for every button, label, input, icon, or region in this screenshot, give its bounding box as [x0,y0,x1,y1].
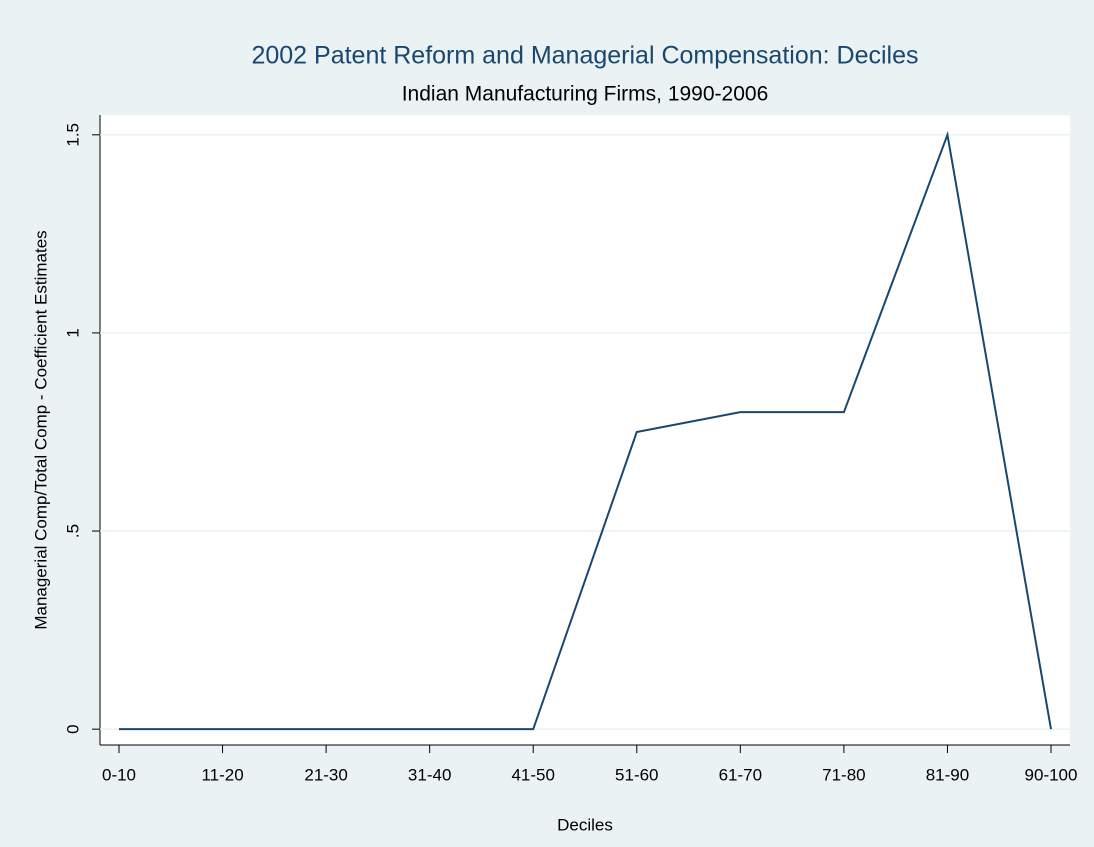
x-tick-label: 51-60 [615,765,658,784]
plot-area [100,115,1070,745]
x-tick-label: 0-10 [102,765,136,784]
x-tick-label: 41-50 [511,765,554,784]
line [119,131,1052,731]
y-tick-label: .5 [63,524,82,538]
x-tick-label: 81-90 [926,765,969,784]
x-tick-label: 31-40 [408,765,451,784]
chart-subtitle: Indian Manufacturing Firms, 1990-2006 [402,83,769,106]
x-tick-label: 71-80 [822,765,865,784]
x-tick-label: 21-30 [304,765,347,784]
x-axis-label: Deciles [557,815,613,834]
y-axis-label: Managerial Comp/Total Comp - Coefficient… [31,230,50,629]
x-tick-label: 61-70 [719,765,762,784]
x-tick-label: 90-100 [1025,765,1078,784]
chart-title: 2002 Patent Reform and Managerial Compen… [251,42,918,70]
y-tick-label: 0 [63,724,82,733]
y-tick-label: 1 [63,328,82,337]
x-tick-label: 11-20 [201,765,243,784]
y-tick-label: 1.5 [63,123,82,147]
